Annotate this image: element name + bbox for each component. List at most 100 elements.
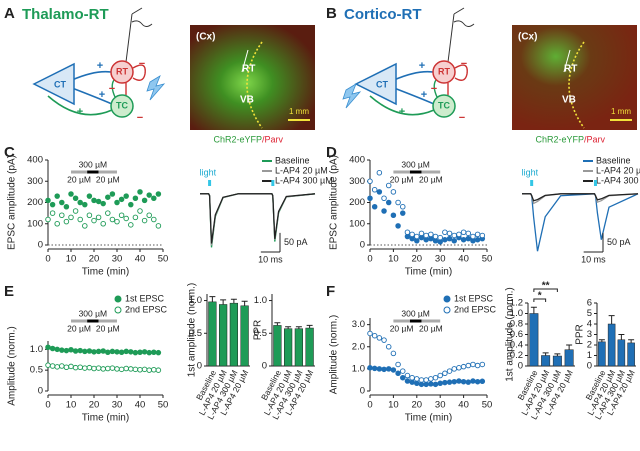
data-point — [77, 347, 83, 354]
rt-pointer — [241, 49, 249, 73]
data-point — [77, 199, 83, 206]
scale-label-y: 50 pA — [284, 237, 308, 247]
data-point — [82, 348, 88, 355]
y-tick-label: 0 — [360, 386, 365, 397]
y-tick-label: 5 — [587, 308, 592, 319]
y-tick-label: 300 — [349, 176, 365, 187]
drug-label: 20 µM — [67, 323, 91, 333]
rt-cell — [432, 60, 456, 84]
drug-bar — [98, 170, 117, 174]
x-tick-label: 20 — [89, 254, 100, 265]
data-point — [400, 203, 406, 210]
micrograph — [512, 25, 637, 130]
y-tick-label: 1 — [587, 350, 592, 361]
data-point — [381, 195, 387, 201]
x-tick-label: 40 — [135, 400, 146, 411]
rt-pointer — [563, 49, 571, 73]
y-tick-label: 400 — [349, 155, 365, 166]
error-bar — [608, 315, 615, 324]
data-point — [442, 229, 448, 235]
data-point — [114, 366, 120, 372]
data-point — [465, 235, 472, 242]
drug-bar — [409, 319, 422, 323]
light-pulse — [593, 180, 597, 186]
data-point — [141, 366, 148, 373]
data-point — [474, 231, 481, 238]
drug-bar — [421, 319, 441, 323]
y-tick-label: 1.0 — [189, 295, 202, 306]
cell-label: CT — [54, 79, 66, 89]
data-point — [470, 361, 476, 368]
data-point — [465, 230, 472, 237]
significance-label: * — [538, 291, 542, 302]
light-pulse — [271, 180, 275, 186]
panel-letter: A — [4, 5, 15, 22]
cell-label: RT — [438, 66, 450, 76]
data-point — [367, 330, 373, 337]
bar — [273, 325, 282, 367]
scale-label-x: 10 ms — [581, 254, 606, 264]
x-tick-label: 20 — [412, 254, 423, 265]
y-tick-label: 1.2 — [510, 298, 523, 309]
bar — [598, 341, 606, 367]
data-point — [105, 349, 111, 356]
data-point — [45, 216, 51, 223]
drug-bar — [71, 319, 88, 323]
y-tick-label: 3 — [587, 329, 592, 340]
data-point — [123, 348, 129, 355]
y-tick-label: 100 — [27, 218, 43, 229]
y-tick-label: 0.5 — [189, 328, 202, 339]
drug-label: 20 µM — [67, 174, 91, 184]
drug-label: 20 µM — [96, 174, 120, 184]
y-tick-label: 2 — [587, 340, 592, 351]
data-point — [400, 368, 406, 374]
data-point — [451, 378, 457, 385]
image-label: RT — [242, 64, 255, 75]
synapse-sign: + — [97, 60, 103, 72]
cell-label: TC — [116, 100, 128, 110]
bar — [552, 355, 562, 367]
data-point — [479, 378, 486, 385]
data-point — [100, 348, 106, 354]
data-point — [137, 349, 143, 356]
significance-bracket — [533, 288, 558, 292]
error-bar — [554, 353, 561, 357]
data-point — [128, 222, 134, 228]
data-point — [95, 348, 102, 355]
image-label: (Cx) — [196, 32, 215, 43]
data-point — [128, 349, 134, 355]
data-point — [465, 379, 472, 385]
drug-label: 300 µM — [401, 159, 430, 169]
data-point — [456, 231, 462, 238]
data-point — [404, 229, 411, 235]
y-tick-label: 400 — [27, 155, 43, 166]
significance-bracket — [533, 298, 547, 302]
data-point — [395, 199, 401, 206]
data-point — [105, 365, 111, 372]
data-point — [123, 215, 129, 222]
synapse-sign: + — [421, 89, 427, 101]
y-axis-label: Amplitude (norm.) — [329, 315, 340, 394]
panel-letter: C — [4, 144, 15, 161]
error-bar — [598, 339, 605, 342]
y-tick-label: 0 — [587, 361, 592, 372]
data-point — [428, 376, 434, 382]
data-point — [49, 363, 56, 369]
drug-bar — [87, 170, 99, 174]
bar — [208, 301, 217, 367]
data-point — [68, 214, 74, 221]
error-bar — [220, 299, 227, 305]
data-point — [437, 372, 443, 379]
scale-label-x: 10 ms — [258, 254, 283, 264]
data-point — [91, 197, 97, 204]
error-bar — [230, 298, 237, 304]
y-tick-label: 0.5 — [254, 328, 267, 339]
data-point — [414, 380, 420, 387]
data-point — [95, 365, 102, 371]
data-point — [146, 192, 152, 198]
data-point — [128, 201, 134, 208]
bar — [219, 304, 228, 367]
data-point — [442, 236, 448, 243]
drug-label: 300 µM — [401, 308, 430, 318]
data-point — [371, 203, 378, 210]
